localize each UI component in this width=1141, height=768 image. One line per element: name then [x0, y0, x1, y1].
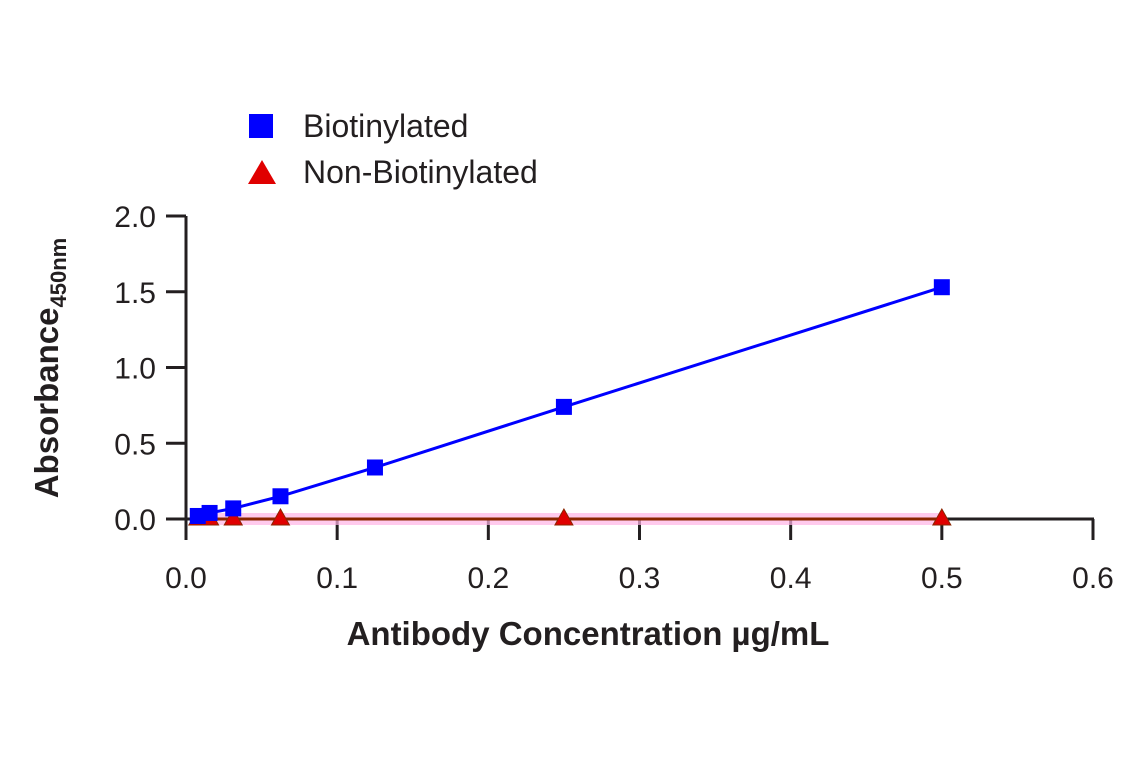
data-point — [270, 507, 291, 526]
y-tick-label: 0.5 — [114, 428, 156, 461]
x-axis-label: Antibody Concentration µg/mL — [347, 615, 830, 652]
y-tick-label: 1.0 — [114, 353, 156, 386]
data-point — [366, 459, 383, 476]
data-point — [555, 398, 572, 415]
x-tick-label: 0.3 — [619, 562, 661, 595]
series-non-biotinylated — [187, 507, 952, 526]
data-point — [933, 279, 950, 296]
axes — [166, 216, 1094, 540]
legend-marker-non-biotinylated — [248, 160, 276, 184]
x-tick-label: 0.6 — [1072, 562, 1114, 595]
x-tick-label: 0.1 — [316, 562, 358, 595]
data-point — [554, 507, 574, 526]
x-tick-label: 0.2 — [467, 562, 509, 595]
legend: Biotinylated Non-Biotinylated — [248, 108, 538, 190]
series-biotinylated — [189, 279, 950, 524]
y-tick-label: 1.5 — [114, 277, 156, 310]
legend-label-non-biotinylated: Non-Biotinylated — [303, 154, 538, 190]
data-point — [931, 507, 952, 526]
legend-marker-biotinylated — [249, 114, 273, 138]
data-point — [225, 500, 242, 517]
y-tick-label: 0.0 — [114, 504, 156, 537]
y-axis-label: Absorbance450nm — [28, 238, 71, 498]
x-tick-label: 0.4 — [770, 562, 812, 595]
y-tick-label: 2.0 — [114, 201, 156, 234]
legend-label-biotinylated: Biotinylated — [303, 108, 468, 144]
data-point — [223, 507, 244, 526]
data-point — [201, 504, 218, 521]
x-tick-label: 0.0 — [165, 562, 207, 595]
data-point — [272, 488, 289, 505]
x-tick-label: 0.5 — [921, 562, 963, 595]
